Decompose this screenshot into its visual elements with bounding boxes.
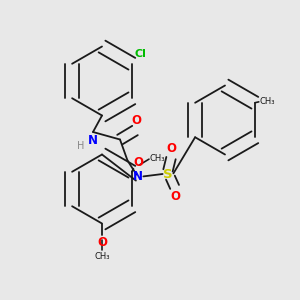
Text: N: N: [133, 170, 143, 184]
Text: CH₃: CH₃: [260, 97, 275, 106]
Text: O: O: [134, 156, 143, 169]
Text: N: N: [88, 134, 98, 146]
Text: S: S: [163, 167, 173, 181]
Text: O: O: [97, 236, 107, 248]
Text: Cl: Cl: [135, 49, 147, 59]
Text: O: O: [131, 115, 142, 128]
Text: CH₃: CH₃: [94, 252, 110, 261]
Text: H: H: [77, 141, 85, 151]
Text: O: O: [170, 190, 181, 203]
Text: CH₃: CH₃: [150, 154, 165, 163]
Text: O: O: [166, 142, 176, 154]
